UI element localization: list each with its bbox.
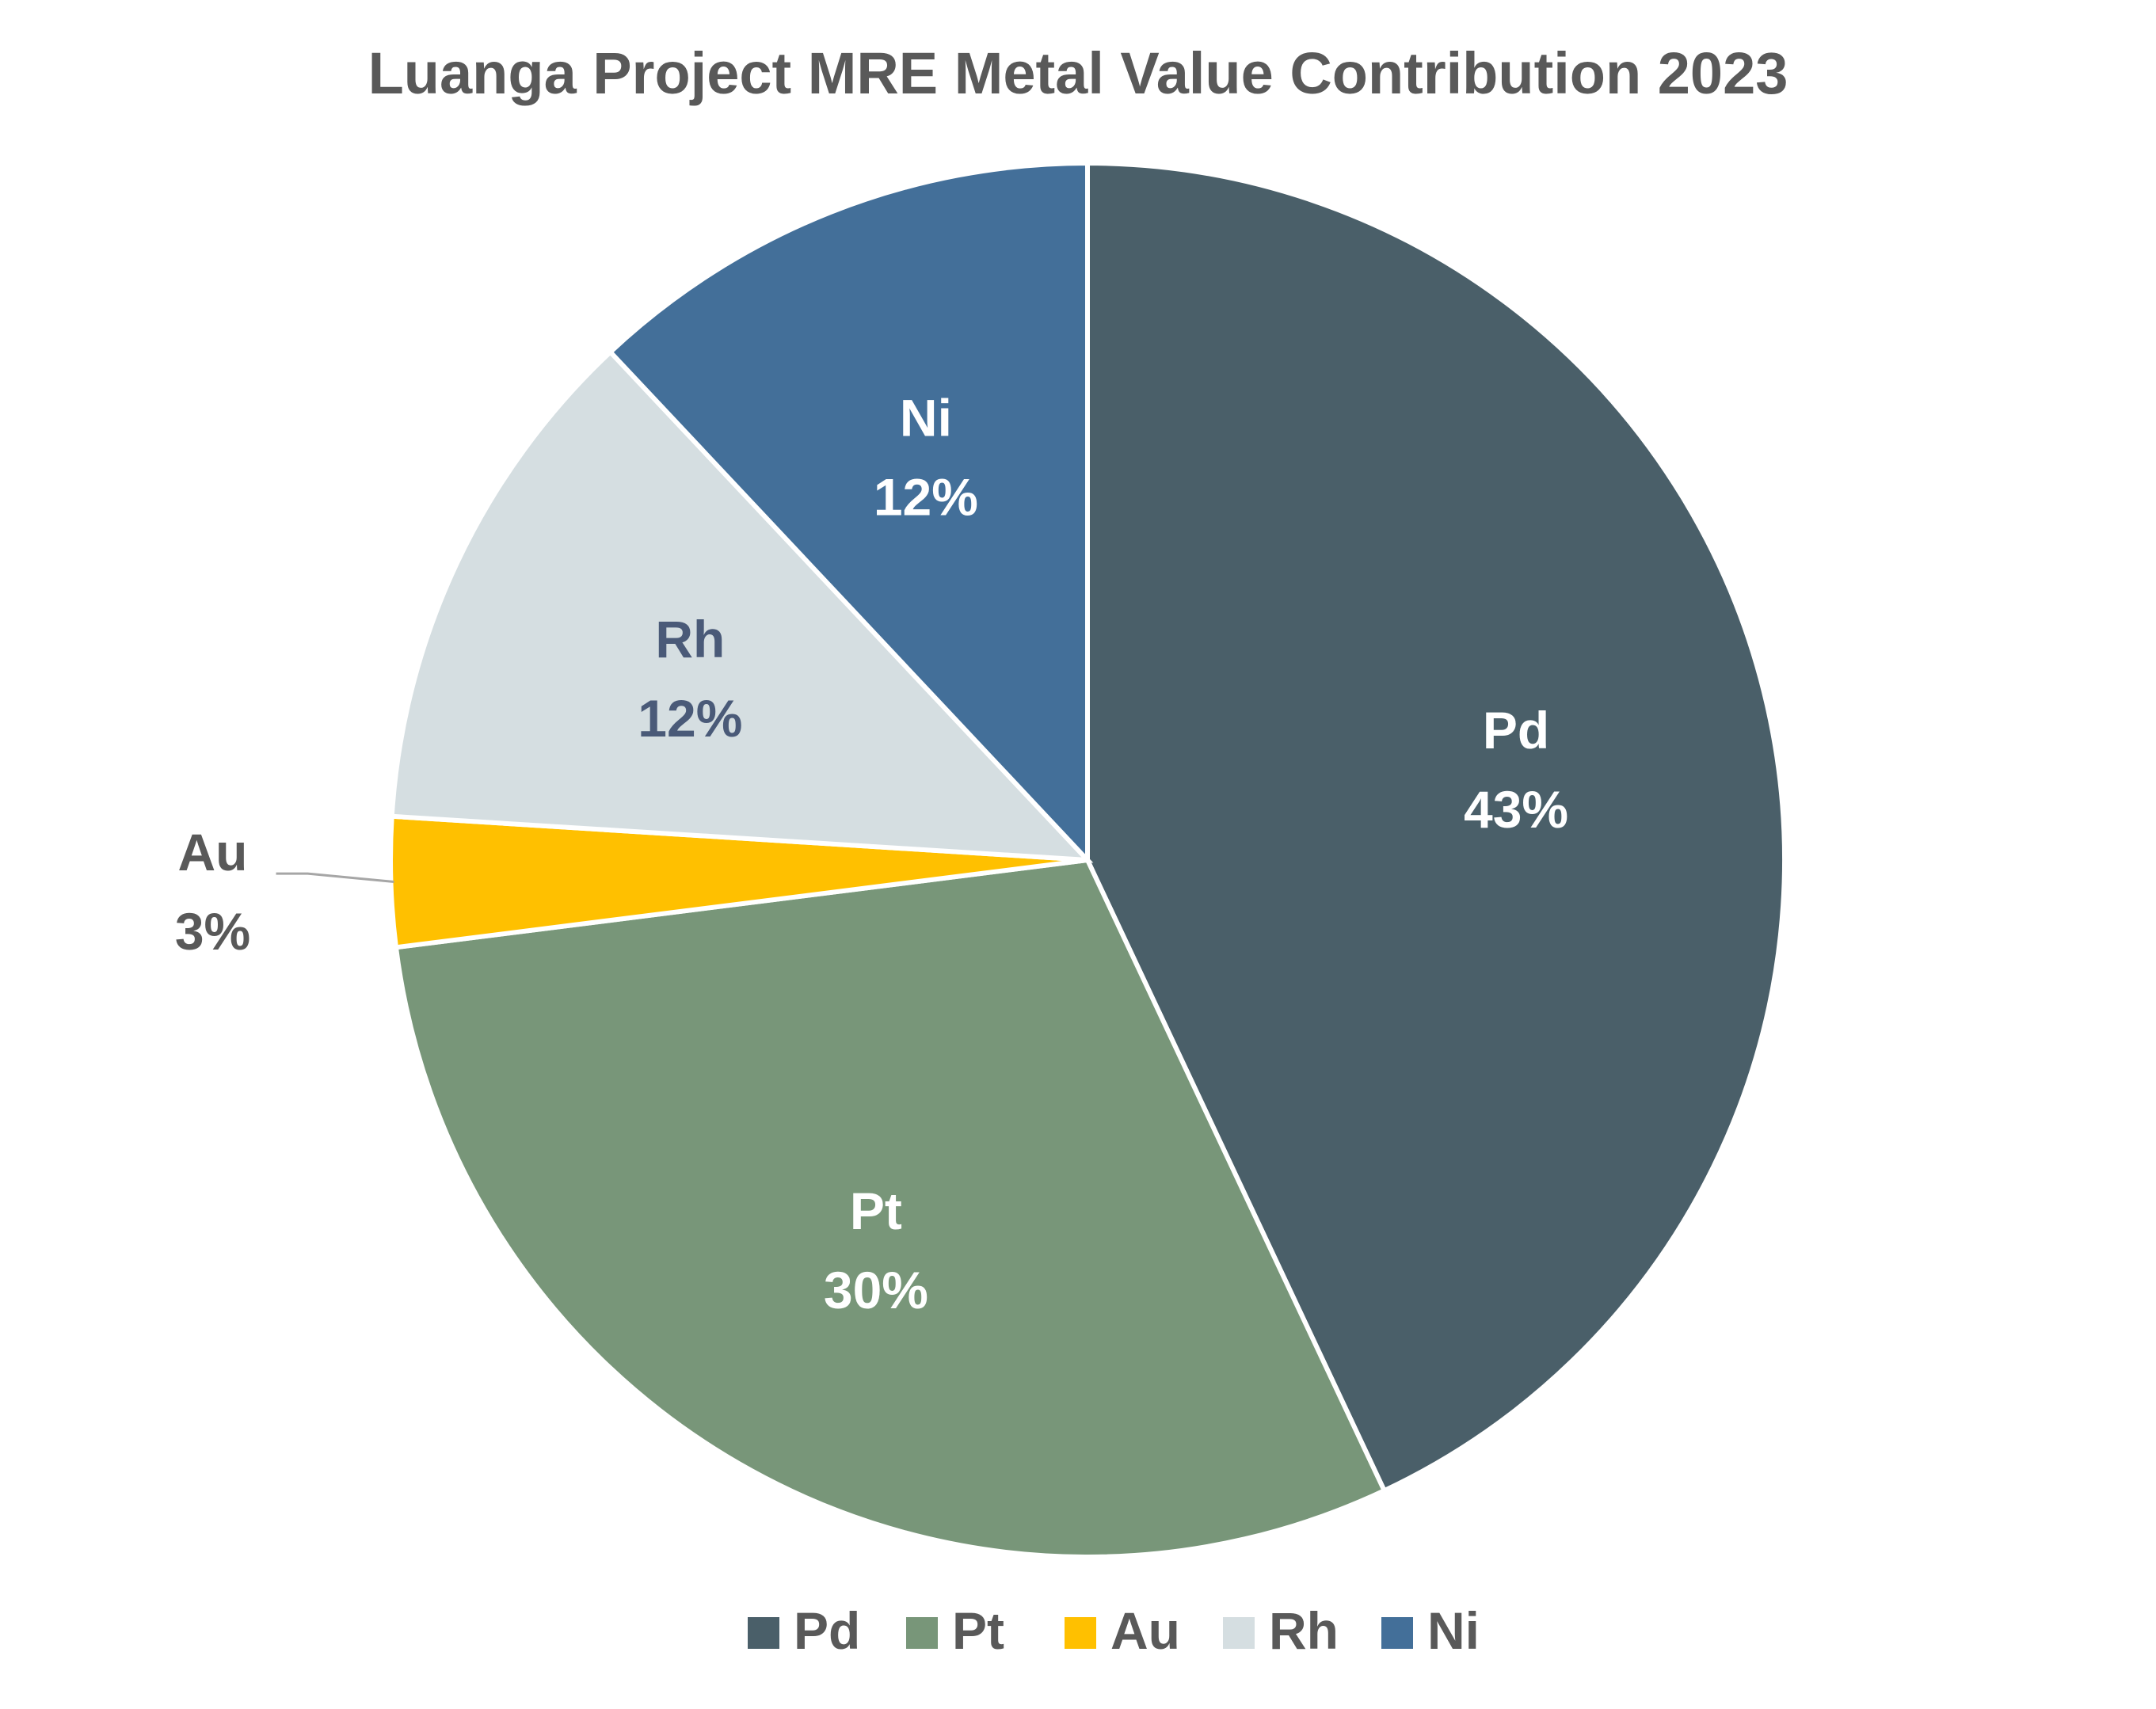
legend-label-pd: Pd xyxy=(794,1601,860,1660)
slice-label-value-ni: 12% xyxy=(874,468,978,527)
leader-line-au xyxy=(276,872,394,884)
legend-label-pt: Pt xyxy=(952,1601,1004,1660)
legend-swatch-rh xyxy=(1223,1617,1255,1649)
pie-slice-ni xyxy=(607,160,1090,866)
legend-swatch-au xyxy=(1065,1617,1096,1649)
slice-label-value-pd: 43% xyxy=(1464,780,1568,839)
slice-labels: Pd 43% Pt 30% Au 3% Rh 12% Ni 12% xyxy=(175,389,1568,1319)
slice-label-value-au: 3% xyxy=(175,902,250,961)
pie-slices xyxy=(388,160,1787,1559)
slice-label-name-rh: Rh xyxy=(655,610,725,668)
slice-label-name-pt: Pt xyxy=(850,1182,902,1240)
pie-slice-rh xyxy=(389,348,1094,863)
legend-swatch-pd xyxy=(748,1617,779,1649)
slice-label-name-pd: Pd xyxy=(1483,701,1549,759)
chart-title: Luanga Project MRE Metal Value Contribut… xyxy=(368,40,1788,106)
legend-swatch-pt xyxy=(906,1617,938,1649)
pie-slice-pt xyxy=(393,857,1388,1559)
legend-label-au: Au xyxy=(1110,1601,1180,1660)
slice-label-value-pt: 30% xyxy=(824,1261,928,1319)
legend-swatch-ni xyxy=(1381,1617,1413,1649)
slice-label-value-rh: 12% xyxy=(638,689,742,748)
slice-label-name-au: Au xyxy=(178,823,248,881)
slice-label-name-ni: Ni xyxy=(900,389,952,447)
pie-slice-pd xyxy=(1085,160,1787,1494)
legend-label-rh: Rh xyxy=(1269,1601,1339,1660)
legend-label-ni: Ni xyxy=(1427,1601,1480,1660)
legend: Pd Pt Au Rh Ni xyxy=(748,1601,1480,1660)
